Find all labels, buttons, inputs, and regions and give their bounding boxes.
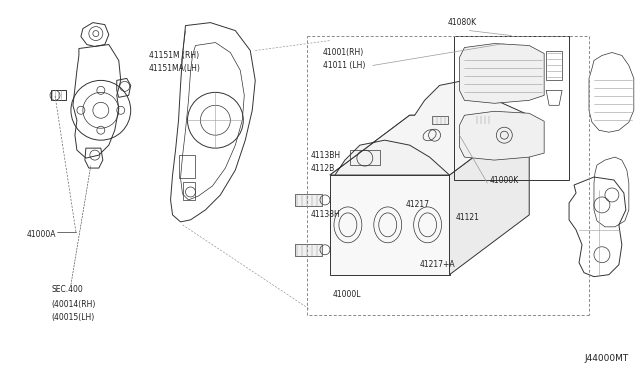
Polygon shape bbox=[476, 116, 492, 124]
Polygon shape bbox=[330, 115, 529, 175]
Text: 41001(RH): 41001(RH) bbox=[323, 48, 364, 57]
Text: 4113BH: 4113BH bbox=[311, 151, 341, 160]
Text: SEC.400: SEC.400 bbox=[51, 285, 83, 294]
Polygon shape bbox=[330, 80, 529, 175]
Polygon shape bbox=[449, 115, 529, 275]
Text: 41000K: 41000K bbox=[490, 176, 518, 185]
Polygon shape bbox=[431, 116, 447, 124]
Text: 41217+A: 41217+A bbox=[420, 260, 455, 269]
Polygon shape bbox=[460, 44, 544, 103]
Text: 41151MA(LH): 41151MA(LH) bbox=[148, 64, 200, 73]
Polygon shape bbox=[330, 175, 449, 275]
Text: 41121: 41121 bbox=[456, 214, 479, 222]
Polygon shape bbox=[460, 111, 544, 160]
Text: 41080K: 41080K bbox=[447, 18, 477, 27]
Text: 41000L: 41000L bbox=[333, 290, 362, 299]
Text: 41151M (RH): 41151M (RH) bbox=[148, 51, 199, 60]
Text: 41011 (LH): 41011 (LH) bbox=[323, 61, 365, 70]
Text: 41000A: 41000A bbox=[27, 230, 56, 239]
Text: (40014(RH): (40014(RH) bbox=[51, 300, 95, 309]
Polygon shape bbox=[295, 194, 322, 206]
Text: 41217: 41217 bbox=[406, 201, 429, 209]
Text: 41138H: 41138H bbox=[311, 211, 340, 219]
Polygon shape bbox=[295, 244, 322, 256]
Text: J44000MT: J44000MT bbox=[584, 355, 629, 363]
Text: (40015(LH): (40015(LH) bbox=[51, 313, 94, 322]
Text: 4112B: 4112B bbox=[311, 164, 335, 173]
